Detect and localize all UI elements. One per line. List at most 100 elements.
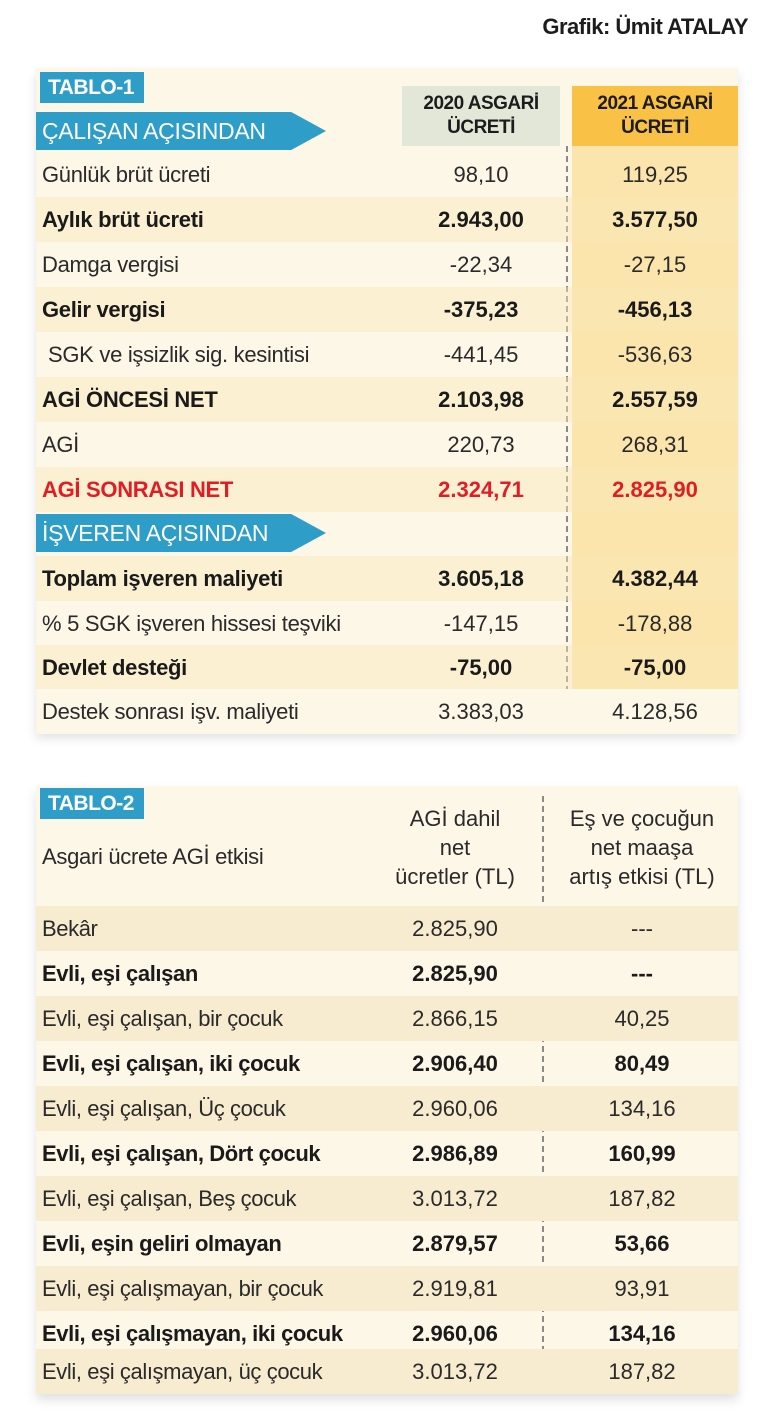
col-header-2021: 2021 ASGARİ ÜCRETİ: [572, 86, 738, 146]
col1-line: net: [439, 835, 471, 860]
table-row: Evli, eşi çalışan, Dört çocuk 2.986,89 1…: [36, 1131, 738, 1176]
row-label: Günlük brüt ücreti: [42, 161, 211, 187]
value-increase: ---: [631, 915, 653, 941]
table-row: AGİ ÖNCESİ NET 2.103,98 2.557,59: [36, 377, 738, 422]
value-increase: 187,82: [608, 1358, 676, 1384]
value-increase: 53,66: [614, 1230, 670, 1256]
value-2020: 98,10: [453, 161, 509, 187]
value-2021: 119,25: [622, 161, 688, 187]
value-2021: 268,31: [621, 431, 689, 457]
section-employer: İŞVEREN AÇISINDAN: [36, 514, 326, 552]
row-label: Evli, eşin geliri olmayan: [42, 1230, 282, 1256]
value-increase: 160,99: [608, 1140, 676, 1166]
row-label: AGİ SONRASI NET: [42, 476, 234, 502]
column-divider: [566, 146, 568, 732]
table-row: Evli, eşin geliri olmayan 2.879,57 53,66: [36, 1221, 738, 1266]
table-row-highlight: AGİ SONRASI NET 2.324,71 2.825,90: [36, 467, 738, 512]
value-increase: ---: [631, 960, 653, 986]
col2-line: artış etkisi (TL): [569, 864, 715, 889]
value-2021: 4.128,56: [612, 698, 698, 724]
table-row: Evli, eşi çalışan, iki çocuk 2.906,40 80…: [36, 1041, 738, 1086]
table-row: Damga vergisi -22,34 -27,15: [36, 242, 738, 287]
row-label: Evli, eşi çalışmayan, iki çocuk: [42, 1320, 343, 1346]
table-2-header: Asgari ücrete AGİ etkisi AGİ dahil net ü…: [36, 804, 738, 896]
value-2020: 3.605,18: [438, 565, 524, 591]
table-1: ÇALIŞAN AÇISINDAN TABLO-1 2020 ASGARİ ÜC…: [36, 68, 738, 734]
row-label: Aylık brüt ücreti: [42, 206, 204, 232]
value-net: 2.825,90: [412, 915, 498, 941]
row-label: Evli, eşi çalışan, Dört çocuk: [42, 1140, 321, 1166]
row-label: Evli, eşi çalışan, iki çocuk: [42, 1050, 300, 1076]
graphic-credit: Grafik: Ümit ATALAY: [542, 14, 748, 39]
col1-line: AGİ dahil: [409, 806, 501, 831]
row-label: Devlet desteği: [42, 654, 187, 680]
col-header-increase: Eş ve çocuğun net maaşa artış etkisi (TL…: [546, 804, 738, 891]
value-2021: -456,13: [617, 296, 693, 322]
table-2: TABLO-2 Asgari ücrete AGİ etkisi AGİ dah…: [36, 786, 738, 1394]
value-2020: -147,15: [443, 610, 519, 636]
row-label: Evli, eşi çalışan, bir çocuk: [42, 1005, 283, 1031]
value-increase: 93,91: [614, 1275, 670, 1301]
col-2021-background: [572, 146, 738, 732]
table-row: Evli, eşi çalışan, bir çocuk 2.866,15 40…: [36, 996, 738, 1041]
value-2021: -75,00: [623, 654, 687, 680]
table-row: Devlet desteği -75,00 -75,00: [36, 645, 738, 690]
value-increase: 134,16: [608, 1320, 676, 1346]
value-2021: 3.577,50: [612, 206, 698, 232]
col1-line: ücretler (TL): [395, 864, 515, 889]
table-row: Destek sonrası işv. maliyeti 3.383,03 4.…: [36, 689, 738, 734]
row-header: Asgari ücrete AGİ etkisi: [42, 844, 264, 869]
value-net: 2.879,57: [412, 1230, 498, 1256]
col-header-2020: 2020 ASGARİ ÜCRETİ: [402, 86, 560, 146]
value-increase: 80,49: [614, 1050, 670, 1076]
table-row: Evli, eşi çalışmayan, bir çocuk 2.919,81…: [36, 1266, 738, 1311]
value-2020: 2.103,98: [438, 386, 524, 412]
row-label: Toplam işveren maliyeti: [42, 565, 283, 591]
col2-line: Eş ve çocuğun: [569, 806, 715, 831]
value-2020: 2.324,71: [438, 476, 524, 502]
value-2020: -375,23: [443, 296, 519, 322]
col-header-net-wages: AGİ dahil net ücretler (TL): [366, 804, 544, 891]
row-label: Gelir vergisi: [42, 296, 166, 322]
value-2020: -22,34: [449, 251, 513, 277]
table-row: Evli, eşi çalışmayan, üç çocuk 3.013,72 …: [36, 1349, 738, 1394]
value-2021: -27,15: [623, 251, 687, 277]
value-2021: 2.825,90: [612, 476, 698, 502]
table-row: Aylık brüt ücreti 2.943,00 3.577,50: [36, 197, 738, 242]
table-row: SGK ve işsizlik sig. kesintisi -441,45 -…: [36, 332, 738, 377]
table-row: Evli, eşi çalışan, Beş çocuk 3.013,72 18…: [36, 1176, 738, 1221]
value-net: 2.960,06: [412, 1320, 498, 1346]
row-label: Damga vergisi: [42, 251, 179, 277]
row-label: Evli, eşi çalışan: [42, 960, 198, 986]
row-label: Evli, eşi çalışan, Üç çocuk: [42, 1095, 286, 1121]
row-label: Bekâr: [42, 915, 98, 941]
table-row: Bekâr 2.825,90 ---: [36, 906, 738, 951]
table-row: Evli, eşi çalışmayan, iki çocuk 2.960,06…: [36, 1311, 738, 1356]
value-2020: 3.383,03: [438, 698, 524, 724]
section-employee: ÇALIŞAN AÇISINDAN: [36, 112, 326, 150]
row-label: SGK ve işsizlik sig. kesintisi: [48, 341, 310, 367]
value-2020: 220,73: [447, 431, 515, 457]
table-row: Toplam işveren maliyeti 3.605,18 4.382,4…: [36, 556, 738, 601]
value-net: 2.986,89: [412, 1140, 498, 1166]
value-net: 3.013,72: [412, 1358, 498, 1384]
col2-line: net maaşa: [590, 835, 694, 860]
table-row: Evli, eşi çalışan 2.825,90 ---: [36, 951, 738, 996]
value-2021: 2.557,59: [612, 386, 698, 412]
value-2020: 2.943,00: [438, 206, 524, 232]
value-2020: -75,00: [449, 654, 513, 680]
value-net: 2.825,90: [412, 960, 498, 986]
row-label: AGİ ÖNCESİ NET: [42, 386, 218, 412]
value-net: 2.960,06: [412, 1095, 498, 1121]
table-row: Gelir vergisi -375,23 -456,13: [36, 287, 738, 332]
row-label: % 5 SGK işveren hissesi teşviki: [42, 610, 341, 636]
row-label: Evli, eşi çalışmayan, bir çocuk: [42, 1275, 324, 1301]
row-label: Evli, eşi çalışmayan, üç çocuk: [42, 1358, 323, 1384]
value-net: 2.919,81: [412, 1275, 498, 1301]
value-increase: 187,82: [608, 1185, 676, 1211]
value-net: 3.013,72: [412, 1185, 498, 1211]
table-row: AGİ 220,73 268,31: [36, 422, 738, 467]
value-2021: -178,88: [617, 610, 693, 636]
table-row: % 5 SGK işveren hissesi teşviki -147,15 …: [36, 601, 738, 646]
tab-label-2: TABLO-2: [40, 788, 144, 819]
